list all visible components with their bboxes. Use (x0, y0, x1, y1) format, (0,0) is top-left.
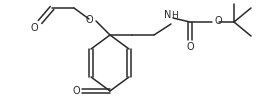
Text: O: O (186, 42, 194, 52)
Text: H: H (172, 11, 178, 20)
Text: N: N (164, 10, 172, 20)
Text: O: O (85, 15, 93, 25)
Text: O: O (30, 23, 38, 33)
Text: O: O (214, 16, 222, 26)
Text: O: O (72, 86, 80, 96)
